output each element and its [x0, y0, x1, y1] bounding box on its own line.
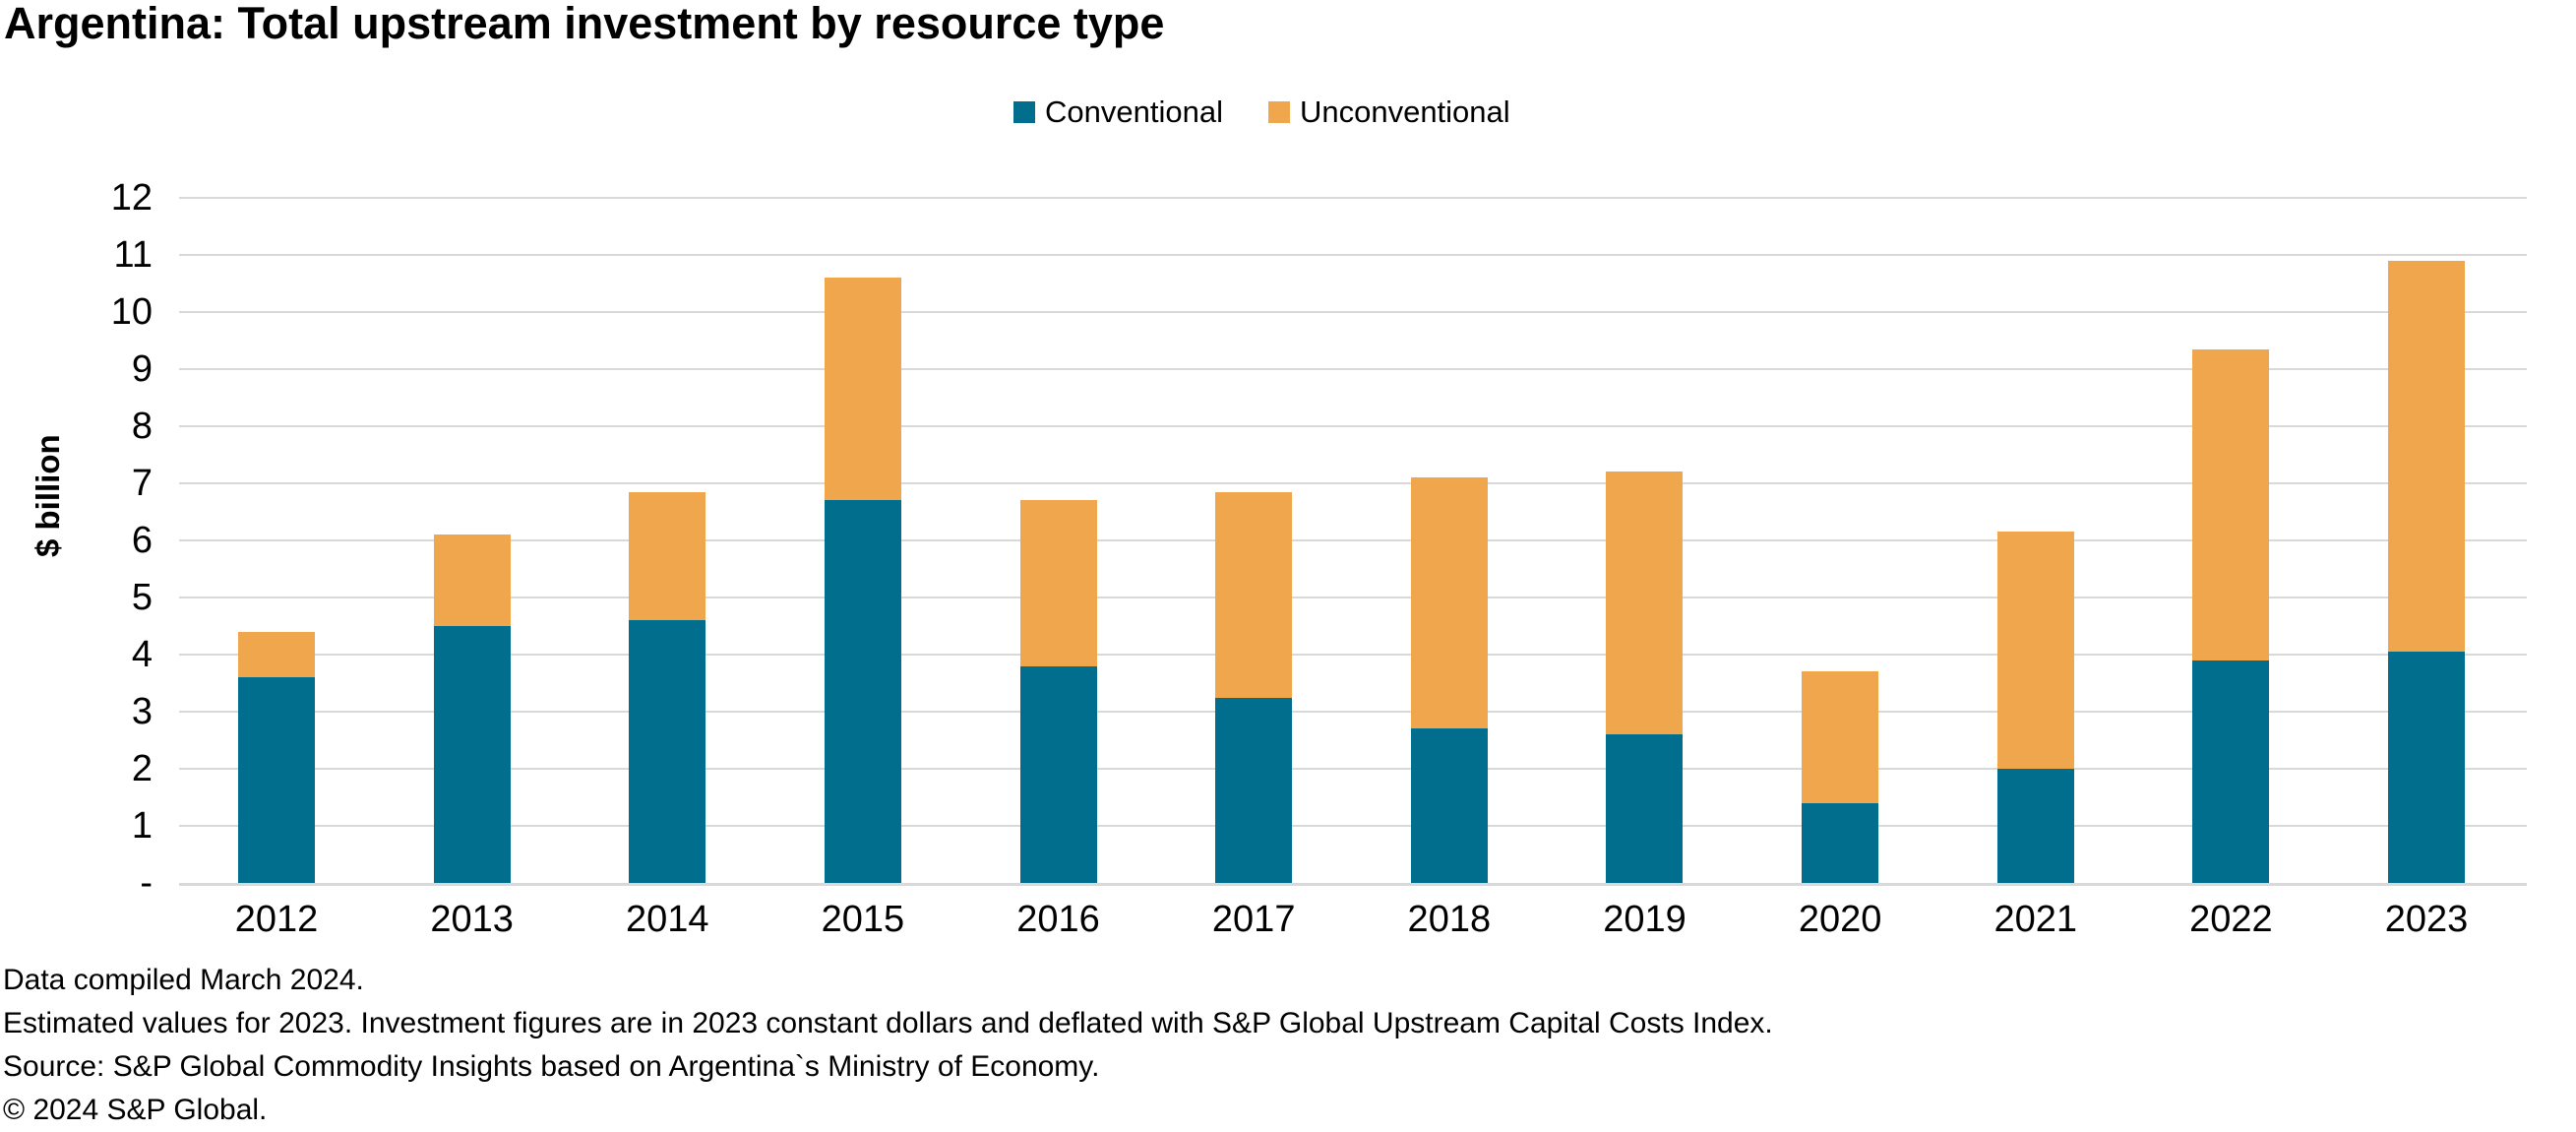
bar-segment-conventional-2013: [433, 626, 511, 883]
y-axis-tick-label: 7: [131, 463, 153, 504]
x-axis-label-2022: 2022: [2189, 899, 2273, 940]
bar-segment-unconventional-2021: [1996, 532, 2074, 769]
bar-segment-conventional-2019: [1606, 734, 1684, 883]
bar-segment-unconventional-2015: [824, 278, 901, 501]
footnote-line: Data compiled March 2024.: [3, 964, 364, 996]
bar-segment-unconventional-2016: [1019, 500, 1097, 666]
bar-segment-unconventional-2013: [433, 535, 511, 626]
plot-area: 2012 2013 2014 2015 2016 2017 2018 2019 2020 2021…: [179, 197, 2527, 938]
legend-label-unconventional: Unconventional: [1299, 94, 1510, 129]
x-axis-label-2023: 2023: [2384, 899, 2469, 940]
bar-segment-conventional-2018: [1410, 728, 1488, 883]
bar-segment-unconventional-2012: [238, 631, 315, 678]
gridline: [179, 597, 2527, 598]
x-axis-label-2015: 2015: [821, 899, 905, 940]
y-axis-tick-label: 12: [110, 177, 153, 219]
x-axis-label-2017: 2017: [1211, 899, 1296, 940]
x-axis-label-2018: 2018: [1407, 899, 1492, 940]
bar-segment-unconventional-2017: [1215, 491, 1293, 698]
bar-segment-conventional-2015: [824, 500, 901, 883]
legend-item-unconventional: Unconventional: [1267, 94, 1510, 130]
footnote-line: © 2024 S&P Global.: [3, 1094, 268, 1126]
gridline: [179, 711, 2527, 713]
legend-label-conventional: Conventional: [1045, 94, 1223, 129]
x-axis-label-2021: 2021: [1993, 899, 2078, 940]
footnote-line: Estimated values for 2023. Investment fi…: [3, 1007, 1773, 1039]
bar-segment-unconventional-2018: [1410, 477, 1488, 729]
y-axis-tick-label: 9: [131, 348, 153, 390]
footnote-line: Source: S&P Global Commodity Insights ba…: [3, 1050, 1100, 1083]
bar-segment-conventional-2020: [1802, 802, 1879, 883]
y-axis-tick-label: -: [140, 862, 153, 904]
gridline: [179, 825, 2527, 827]
gridline: [179, 654, 2527, 656]
y-axis-tick-label: 10: [110, 291, 153, 333]
bar-segment-conventional-2017: [1215, 697, 1293, 883]
gridline: [179, 425, 2527, 427]
bar-segment-unconventional-2014: [629, 491, 706, 621]
x-axis-label-2020: 2020: [1798, 899, 1882, 940]
x-axis-label-2012: 2012: [234, 899, 319, 940]
gridline: [179, 768, 2527, 770]
bar-segment-conventional-2023: [2388, 652, 2466, 883]
bar-segment-unconventional-2019: [1606, 472, 1684, 735]
gridline: [179, 539, 2527, 541]
legend-item-conventional: Conventional: [1013, 94, 1223, 130]
y-axis-tick-label: 3: [131, 691, 153, 732]
y-axis-tick-label: 6: [131, 520, 153, 561]
bar-segment-unconventional-2020: [1802, 671, 1879, 803]
y-axis-tick-label: 8: [131, 406, 153, 447]
bar-segment-conventional-2016: [1019, 665, 1097, 883]
legend-swatch-conventional-icon: [1013, 101, 1035, 123]
y-axis-tick-label: 4: [131, 634, 153, 675]
gridline: [179, 482, 2527, 484]
x-axis-label-2014: 2014: [625, 899, 709, 940]
gridline: [179, 368, 2527, 370]
legend: Conventional Unconventional: [1013, 94, 1510, 130]
bar-segment-conventional-2014: [629, 620, 706, 883]
y-axis-tick-label: 1: [131, 805, 153, 847]
x-axis-label-2016: 2016: [1016, 899, 1100, 940]
y-axis-tick-label: 2: [131, 748, 153, 789]
footnotes: Data compiled March 2024. Estimated valu…: [3, 959, 1773, 1132]
chart-title: Argentina: Total upstream investment by …: [4, 0, 1165, 48]
x-axis-label-2013: 2013: [430, 899, 514, 940]
y-axis-tick-label: 5: [131, 577, 153, 618]
legend-swatch-unconventional-icon: [1267, 101, 1290, 123]
gridline: [179, 197, 2527, 199]
gridline: [179, 311, 2527, 313]
bar-segment-conventional-2012: [238, 677, 315, 883]
x-axis-label-2019: 2019: [1603, 899, 1687, 940]
gridline: [179, 254, 2527, 256]
bar-segment-conventional-2021: [1996, 769, 2074, 883]
bar-segment-unconventional-2022: [2192, 348, 2270, 660]
y-axis-tick-label: 11: [113, 234, 153, 276]
bar-segment-conventional-2022: [2192, 660, 2270, 883]
bar-segment-unconventional-2023: [2388, 260, 2466, 653]
